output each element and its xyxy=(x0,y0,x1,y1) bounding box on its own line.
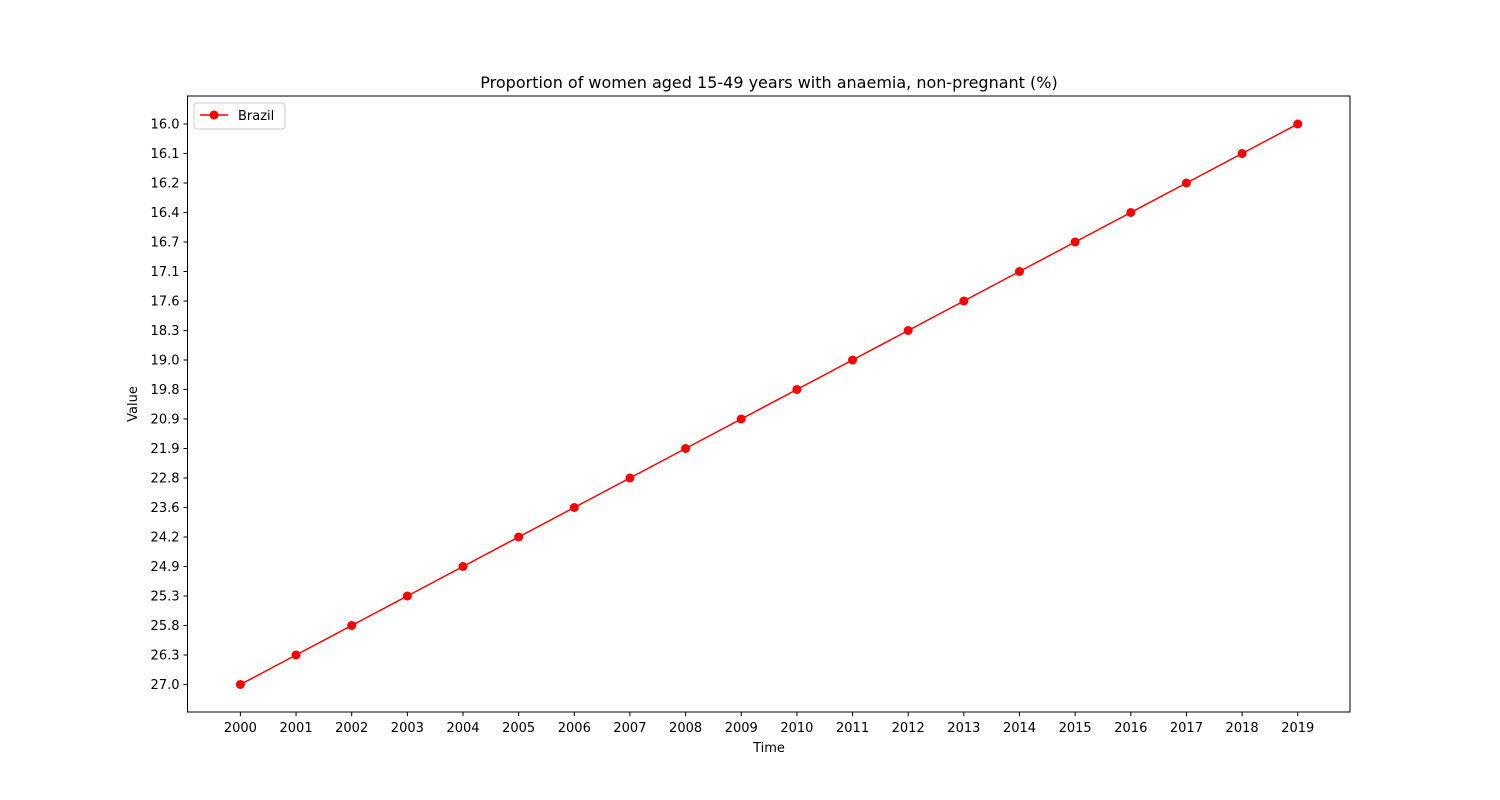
y-axis: 16.0 16.1 16.2 16.4 16.7 17.1 17.6 18.3 19.0 19.8… xyxy=(151,118,188,693)
x-tick-label-2017: 2017 xyxy=(1170,721,1203,736)
x-tick-label-2008: 2008 xyxy=(669,721,702,736)
data-point-2013 xyxy=(959,296,969,306)
x-tick-label-2009: 2009 xyxy=(725,721,758,736)
data-point-2007 xyxy=(625,473,635,483)
x-tick-label-2013: 2013 xyxy=(947,721,980,736)
data-point-2001 xyxy=(291,650,301,660)
data-point-2003 xyxy=(402,591,412,601)
plot-area-frame xyxy=(187,95,1351,713)
y-tick-label-19-8: 19.8 xyxy=(151,383,180,398)
data-point-2015 xyxy=(1070,237,1080,247)
data-point-2000 xyxy=(235,680,245,689)
legend-marker xyxy=(209,110,219,120)
x-tick-label-2015: 2015 xyxy=(1059,721,1092,736)
y-tick-label-19-0: 19.0 xyxy=(151,354,180,369)
y-tick-label-23-6: 23.6 xyxy=(151,501,180,516)
x-tick-label-2005: 2005 xyxy=(502,721,535,736)
x-tick-label-2006: 2006 xyxy=(558,721,591,736)
data-point-2017 xyxy=(1181,178,1191,188)
data-point-2019 xyxy=(1293,119,1303,129)
y-tick-label-16-4: 16.4 xyxy=(151,206,180,221)
y-tick-label-16-7: 16.7 xyxy=(151,236,180,251)
x-tick-label-2018: 2018 xyxy=(1226,721,1259,736)
y-tick-label-22-8: 22.8 xyxy=(151,472,180,487)
x-axis: 2000 2001 2002 2003 2004 2005 2006 2007 2008 2009… xyxy=(224,712,1314,736)
x-tick-label-2004: 2004 xyxy=(446,721,479,736)
y-tick-label-16-0: 16.0 xyxy=(151,118,180,133)
x-tick-label-2012: 2012 xyxy=(892,721,925,736)
x-axis-label: Time xyxy=(752,741,785,756)
x-tick-label-2002: 2002 xyxy=(335,721,368,736)
data-point-2011 xyxy=(848,355,858,365)
series-line-brazil xyxy=(240,123,1299,686)
data-point-2016 xyxy=(1126,208,1136,217)
data-point-2009 xyxy=(736,414,746,424)
data-point-2010 xyxy=(792,385,802,394)
x-tick-label-2000: 2000 xyxy=(224,721,257,736)
x-tick-label-2001: 2001 xyxy=(280,721,313,736)
data-point-2004 xyxy=(458,562,468,571)
legend-label-brazil: Brazil xyxy=(238,109,274,124)
x-tick-label-2014: 2014 xyxy=(1003,721,1036,736)
series-layer xyxy=(235,119,1303,689)
data-point-2018 xyxy=(1237,149,1247,158)
y-tick-label-21-9: 21.9 xyxy=(151,442,180,457)
y-axis-label: Value xyxy=(126,386,141,422)
y-tick-label-16-2: 16.2 xyxy=(151,177,180,192)
y-tick-label-20-9: 20.9 xyxy=(151,413,180,428)
legend-box xyxy=(193,102,286,130)
x-tick-label-2016: 2016 xyxy=(1114,721,1147,736)
x-tick-label-2011: 2011 xyxy=(836,721,869,736)
x-tick-label-2019: 2019 xyxy=(1281,721,1314,736)
y-tick-label-24-9: 24.9 xyxy=(151,560,180,575)
data-point-2014 xyxy=(1015,267,1024,276)
legend[interactable]: Brazil xyxy=(193,102,286,130)
y-tick-label-24-2: 24.2 xyxy=(151,531,180,546)
data-point-2002 xyxy=(347,621,357,630)
data-point-2008 xyxy=(681,444,691,453)
chart-title: Proportion of women aged 15-49 years wit… xyxy=(480,73,1057,92)
y-tick-label-17-6: 17.6 xyxy=(151,295,180,310)
y-tick-label-26-3: 26.3 xyxy=(151,649,180,664)
x-tick-label-2010: 2010 xyxy=(780,721,813,736)
y-tick-label-25-8: 25.8 xyxy=(151,619,180,634)
y-tick-label-18-3: 18.3 xyxy=(151,324,180,339)
y-tick-label-27-0: 27.0 xyxy=(151,678,180,693)
data-point-2005 xyxy=(514,532,524,542)
x-tick-label-2007: 2007 xyxy=(613,721,646,736)
y-tick-label-25-3: 25.3 xyxy=(151,590,180,605)
y-tick-label-17-1: 17.1 xyxy=(151,265,180,280)
data-point-2012 xyxy=(903,326,913,335)
x-tick-label-2003: 2003 xyxy=(391,721,424,736)
data-point-2006 xyxy=(569,503,579,512)
y-tick-label-16-1: 16.1 xyxy=(151,147,180,162)
